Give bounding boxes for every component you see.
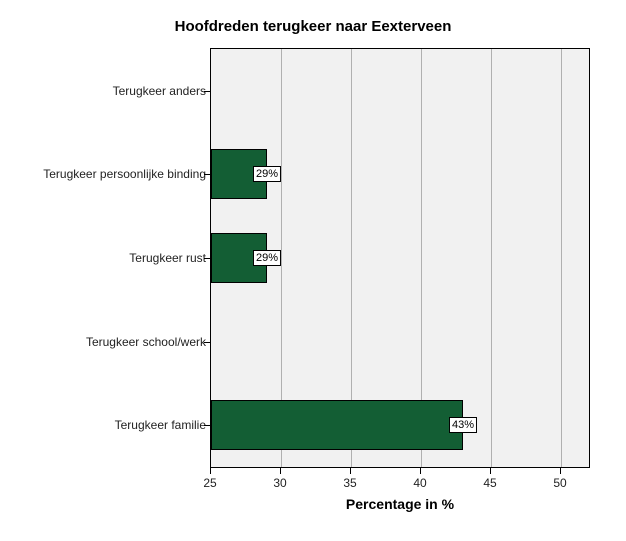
x-tick: [280, 468, 281, 474]
x-tick-label: 25: [203, 476, 216, 490]
x-tick-label: 30: [273, 476, 286, 490]
bar: [211, 400, 463, 450]
x-tick-label: 45: [483, 476, 496, 490]
gridline: [561, 49, 562, 467]
x-tick-label: 35: [343, 476, 356, 490]
y-tick: [204, 425, 210, 426]
x-tick: [420, 468, 421, 474]
y-category-label: Terugkeer familie: [115, 418, 206, 432]
y-tick: [204, 258, 210, 259]
gridline: [491, 49, 492, 467]
x-tick: [350, 468, 351, 474]
bar-value-label: 29%: [253, 250, 281, 266]
y-category-label: Terugkeer anders: [113, 84, 206, 98]
chart-container: Hoofdreden terugkeer naar Eexterveen 29%…: [0, 0, 626, 541]
x-tick: [210, 468, 211, 474]
x-tick: [560, 468, 561, 474]
x-axis-title: Percentage in %: [210, 496, 590, 512]
x-tick-label: 40: [413, 476, 426, 490]
y-tick: [204, 342, 210, 343]
y-tick: [204, 91, 210, 92]
plot-area: 29% 29% 43%: [210, 48, 590, 468]
bar-value-label: 43%: [449, 417, 477, 433]
y-category-label: Terugkeer persoonlijke binding: [43, 167, 206, 181]
y-category-label: Terugkeer rust: [129, 251, 206, 265]
y-tick: [204, 174, 210, 175]
y-category-label: Terugkeer school/werk: [86, 335, 206, 349]
chart-title: Hoofdreden terugkeer naar Eexterveen: [0, 18, 626, 35]
x-tick-label: 50: [553, 476, 566, 490]
x-tick: [490, 468, 491, 474]
bar-value-label: 29%: [253, 166, 281, 182]
